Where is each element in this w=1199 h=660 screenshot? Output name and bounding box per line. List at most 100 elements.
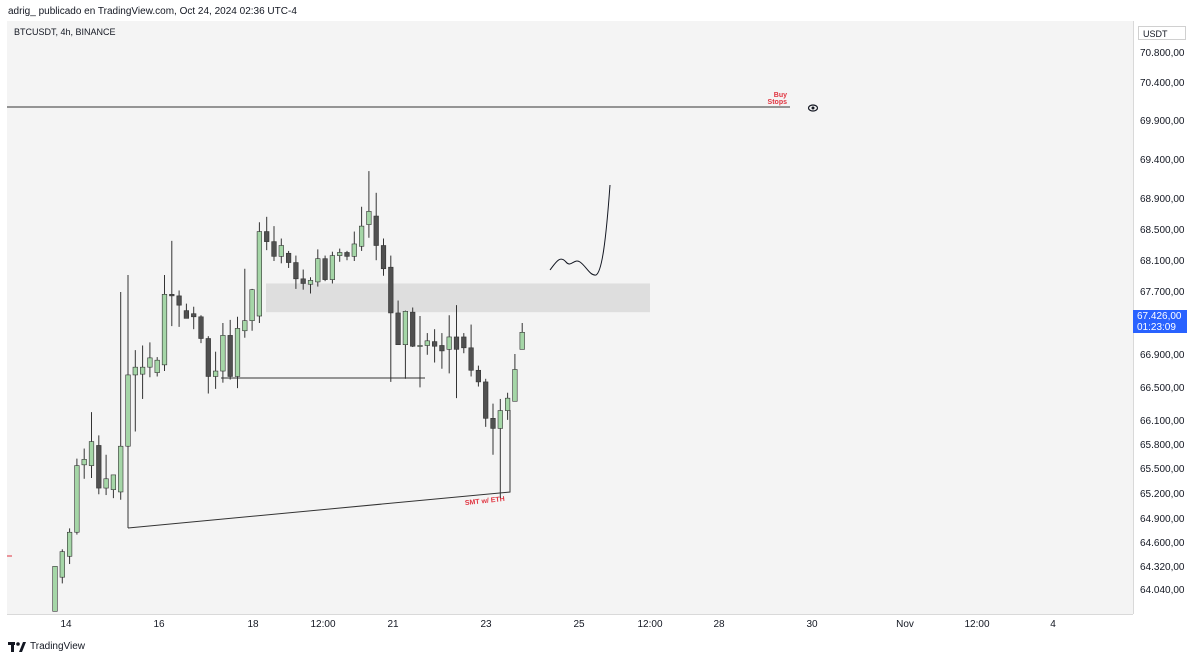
price-tick-label: 70.400,00 <box>1140 78 1185 89</box>
candle-body <box>380 245 387 270</box>
candle-body <box>88 441 95 466</box>
chart-pane[interactable] <box>7 21 1133 614</box>
candle-body <box>300 278 306 284</box>
candle-body <box>351 243 357 257</box>
candle-body <box>256 231 263 317</box>
candle-body <box>512 369 518 402</box>
publisher-line: adrig_ publicado en TradingView.com, Oct… <box>8 6 297 17</box>
time-tick-label: 30 <box>806 619 818 630</box>
symbol-line[interactable]: BTCUSDT, 4h, BINANCE <box>14 27 116 37</box>
candle-body <box>307 280 314 285</box>
candle-body <box>337 252 343 256</box>
eye-icon[interactable] <box>807 104 819 112</box>
price-tick-label: 68.100,00 <box>1140 256 1185 267</box>
buy-stops-label-line1: Buy <box>774 92 787 99</box>
candle-body <box>395 312 401 345</box>
smt-divergence-line <box>127 410 511 529</box>
candle-body <box>52 566 58 612</box>
price-tick-label: 64.320,00 <box>1140 562 1185 573</box>
time-tick-label: 12:00 <box>964 619 990 630</box>
time-axis[interactable]: 14 16 18 12:00 21 23 25 12:00 28 30 Nov 12:00 4 <box>7 614 1133 635</box>
candle-body <box>424 340 430 346</box>
candle-body <box>410 311 416 347</box>
time-tick-label: Nov <box>896 619 914 630</box>
time-tick-label: 4 <box>1050 619 1056 630</box>
candle-body <box>205 338 211 377</box>
time-tick-label: 12:00 <box>637 619 663 630</box>
candle-body <box>169 294 175 297</box>
price-tick-label: 66.100,00 <box>1140 416 1185 427</box>
candle-body <box>388 266 394 314</box>
current-price-value: 67.426,00 <box>1137 311 1182 322</box>
candle-body <box>329 255 336 280</box>
footer-brand: TradingView <box>8 641 85 652</box>
price-countdown: 01:23:09 <box>1137 322 1176 333</box>
candle-body <box>118 445 124 493</box>
price-tick-label: 67.700,00 <box>1140 287 1185 298</box>
candle-body <box>220 335 226 372</box>
candle-body <box>176 295 182 306</box>
projection-path <box>549 184 611 276</box>
candle-body <box>417 345 423 347</box>
candle-body <box>431 341 438 347</box>
candle-body <box>132 366 138 376</box>
candle-body <box>147 357 153 368</box>
candle-body <box>366 211 372 225</box>
candle-body <box>519 331 525 350</box>
candle-body <box>242 320 248 332</box>
candle-body <box>344 252 350 257</box>
price-tick-label: 65.500,00 <box>1140 464 1185 475</box>
price-tick-label: 68.500,00 <box>1140 225 1185 236</box>
candle-body <box>439 345 445 352</box>
time-tick-label: 25 <box>573 619 585 630</box>
time-tick-label: 23 <box>480 619 492 630</box>
candle-body <box>446 336 452 350</box>
candle-body <box>461 336 467 349</box>
candle-body <box>103 478 109 489</box>
candle-body <box>483 381 489 419</box>
candle-body <box>59 551 65 578</box>
candle-body <box>213 370 219 377</box>
price-tick-label: 69.400,00 <box>1140 155 1185 166</box>
smt-label: SMT w/ ETH <box>465 496 506 507</box>
price-tick-label: 66.900,00 <box>1140 350 1185 361</box>
fvg-zone <box>266 283 650 313</box>
time-tick-label: 16 <box>153 619 165 630</box>
candle-body <box>504 397 511 411</box>
candle-body <box>74 465 80 533</box>
time-tick-label: 28 <box>713 619 725 630</box>
candle-body <box>322 258 328 280</box>
candle-body <box>183 310 190 319</box>
candle-body <box>358 225 365 247</box>
time-tick-label: 21 <box>387 619 399 630</box>
time-tick-label: 14 <box>60 619 72 630</box>
tradingview-logo-icon <box>8 641 26 652</box>
candle-body <box>278 245 284 257</box>
price-tick-label: 70.800,00 <box>1140 48 1185 59</box>
current-price-label: 67.426,00 01:23:09 <box>1133 310 1187 333</box>
brand-label: TradingView <box>30 641 86 652</box>
candle-body <box>67 531 73 557</box>
price-tick-label: 64.600,00 <box>1140 538 1185 549</box>
candle-body <box>81 459 87 466</box>
price-tick-label: 68.900,00 <box>1140 194 1185 205</box>
price-tick-label: 64.900,00 <box>1140 514 1185 525</box>
candle-body <box>227 335 233 377</box>
candle-body <box>125 374 131 447</box>
buy-stops-label-line2: Stops <box>768 99 788 106</box>
candle-body <box>453 336 460 350</box>
candle-body <box>234 328 241 377</box>
candle-body <box>264 231 270 242</box>
candle-body <box>96 445 102 489</box>
price-tick-label: 66.500,00 <box>1140 383 1185 394</box>
candle-body <box>373 215 379 246</box>
candle-body <box>110 474 116 490</box>
currency-label[interactable]: USDT <box>1138 26 1186 40</box>
candle-body <box>140 366 146 375</box>
candle-body <box>249 289 255 321</box>
candle-body <box>154 359 160 373</box>
candle-body <box>490 418 496 429</box>
candle-body <box>497 410 503 429</box>
candle-body <box>191 313 197 318</box>
